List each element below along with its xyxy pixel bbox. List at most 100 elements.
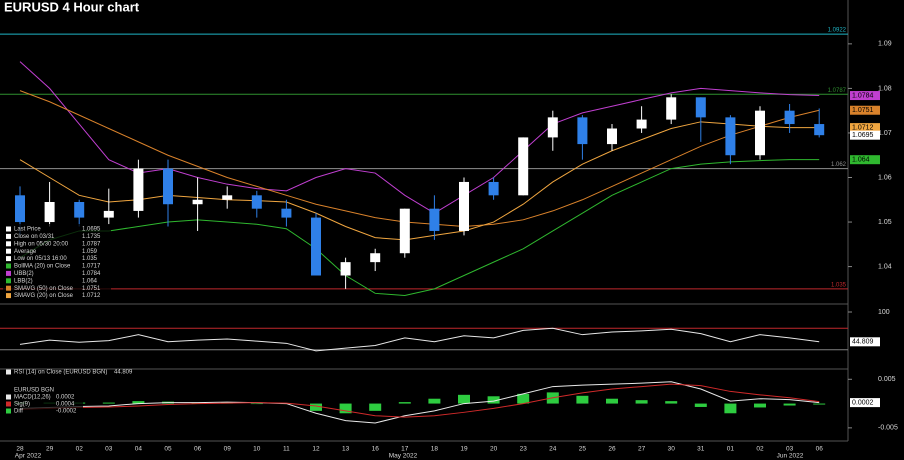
candle-body (340, 262, 351, 276)
histogram-bar (694, 403, 707, 407)
legend-label: UBB(2) (14, 271, 34, 277)
value-tag (850, 105, 880, 115)
x-group-label: Apr 2022 (15, 453, 42, 460)
candle-body (163, 168, 173, 205)
x-tick-label: 19 (460, 446, 468, 453)
candle-body (784, 110, 795, 125)
reference-label: 1.035 (831, 282, 847, 288)
x-tick-label: 29 (46, 446, 54, 453)
series-line (19, 383, 820, 418)
candle-body (695, 97, 706, 118)
histogram-bar (132, 401, 145, 404)
y-tick-label: 0.005 (878, 376, 896, 383)
x-tick-label: 16 (372, 446, 380, 453)
legend-swatch (6, 394, 11, 400)
legend-value: 1.0784 (82, 271, 101, 277)
value-tag-label: 1.0695 (852, 132, 874, 139)
candle-body (577, 117, 588, 145)
y-tick-label: 1.04 (878, 263, 892, 270)
legend-value: 0.0002 (56, 395, 75, 401)
legend-swatch (6, 241, 11, 247)
value-tag (850, 155, 880, 165)
x-tick-label: 25 (579, 446, 587, 453)
panel-title: EURUSD BGN (14, 388, 54, 394)
legend-label: Average (14, 249, 37, 255)
legend-swatch (6, 233, 11, 239)
histogram-bar (428, 398, 441, 404)
histogram-bar (635, 400, 648, 404)
y-tick-label: 1.08 (878, 85, 892, 92)
legend-swatch (6, 226, 11, 232)
series-line (19, 90, 820, 228)
x-tick-label: 23 (520, 446, 528, 453)
legend-box (3, 224, 111, 302)
series-line (19, 61, 820, 214)
histogram-bar (665, 401, 678, 404)
legend-swatch (6, 369, 11, 375)
value-tag-label: 1.0712 (852, 124, 874, 131)
candle-body (251, 195, 262, 209)
x-tick-label: 06 (816, 446, 824, 453)
legend-label: Sig(9) (14, 402, 30, 408)
x-tick-label: 27 (638, 446, 646, 453)
legend-value: 1.1735 (82, 234, 101, 240)
reference-label: 1.062 (831, 162, 847, 168)
legend-swatch (6, 401, 11, 407)
candle-body (636, 119, 647, 129)
x-tick-label: 03 (105, 446, 113, 453)
x-tick-label: 31 (697, 446, 705, 453)
candle-body (399, 208, 410, 254)
legend-label: BollMA (20) on Close (14, 264, 71, 270)
legend-label: Low on 05/13 16:00 (14, 256, 67, 262)
candle-body (518, 137, 529, 196)
y-tick-label: 100 (878, 309, 890, 316)
legend-value: 0.0004 (56, 402, 75, 408)
legend-label: LBB(2) (14, 278, 33, 284)
x-tick-label: 18 (431, 446, 439, 453)
histogram-bar (487, 396, 500, 404)
x-tick-label: 13 (342, 446, 350, 453)
x-tick-label: 12 (312, 446, 320, 453)
candle-body (74, 202, 85, 218)
legend-value: 1.059 (82, 249, 98, 255)
candle-body (281, 208, 292, 218)
x-tick-label: 26 (608, 446, 616, 453)
histogram-bar (310, 403, 322, 411)
legend-value: 1.035 (82, 256, 98, 262)
reference-label: 1.0787 (828, 88, 847, 94)
histogram-bar (398, 402, 411, 404)
value-tag-label: 1.0784 (852, 92, 874, 99)
legend-value: 1.0787 (82, 241, 101, 247)
legend-label: Close on 03/31 (14, 234, 55, 240)
x-tick-label: 30 (668, 446, 676, 453)
legend-label: RSI (14) on Close (EURUSD BGN) (14, 370, 107, 376)
y-tick-label: 1.07 (878, 130, 892, 137)
candle-body (488, 181, 499, 196)
reference-label: 1.0922 (828, 28, 847, 34)
candle-body (459, 181, 469, 231)
histogram-bar (783, 403, 796, 406)
x-tick-label: 11 (283, 446, 290, 453)
value-tag-label: 1.0751 (852, 107, 874, 114)
legend-value: 1.0695 (82, 227, 101, 233)
legend-value: 1.0717 (82, 264, 101, 270)
histogram-bar (369, 403, 382, 411)
candle-body (133, 168, 144, 211)
candle-body (103, 210, 114, 218)
series-line (19, 121, 820, 241)
legend-swatch (6, 248, 11, 254)
histogram-bar (102, 402, 115, 404)
legend-label: MACD(12,26) (14, 395, 51, 401)
value-tag (850, 130, 880, 140)
candle-body (666, 97, 677, 120)
candle-body (222, 195, 233, 200)
legend-value: -0.0002 (56, 409, 77, 415)
x-tick-label: 24 (549, 446, 557, 453)
x-tick-label: 02 (76, 446, 84, 453)
legend-swatch (6, 270, 11, 276)
x-group-label: May 2022 (389, 453, 418, 460)
value-tag-label: 0.0002 (852, 399, 874, 406)
legend-swatch (6, 256, 11, 262)
candle-body (607, 128, 617, 145)
